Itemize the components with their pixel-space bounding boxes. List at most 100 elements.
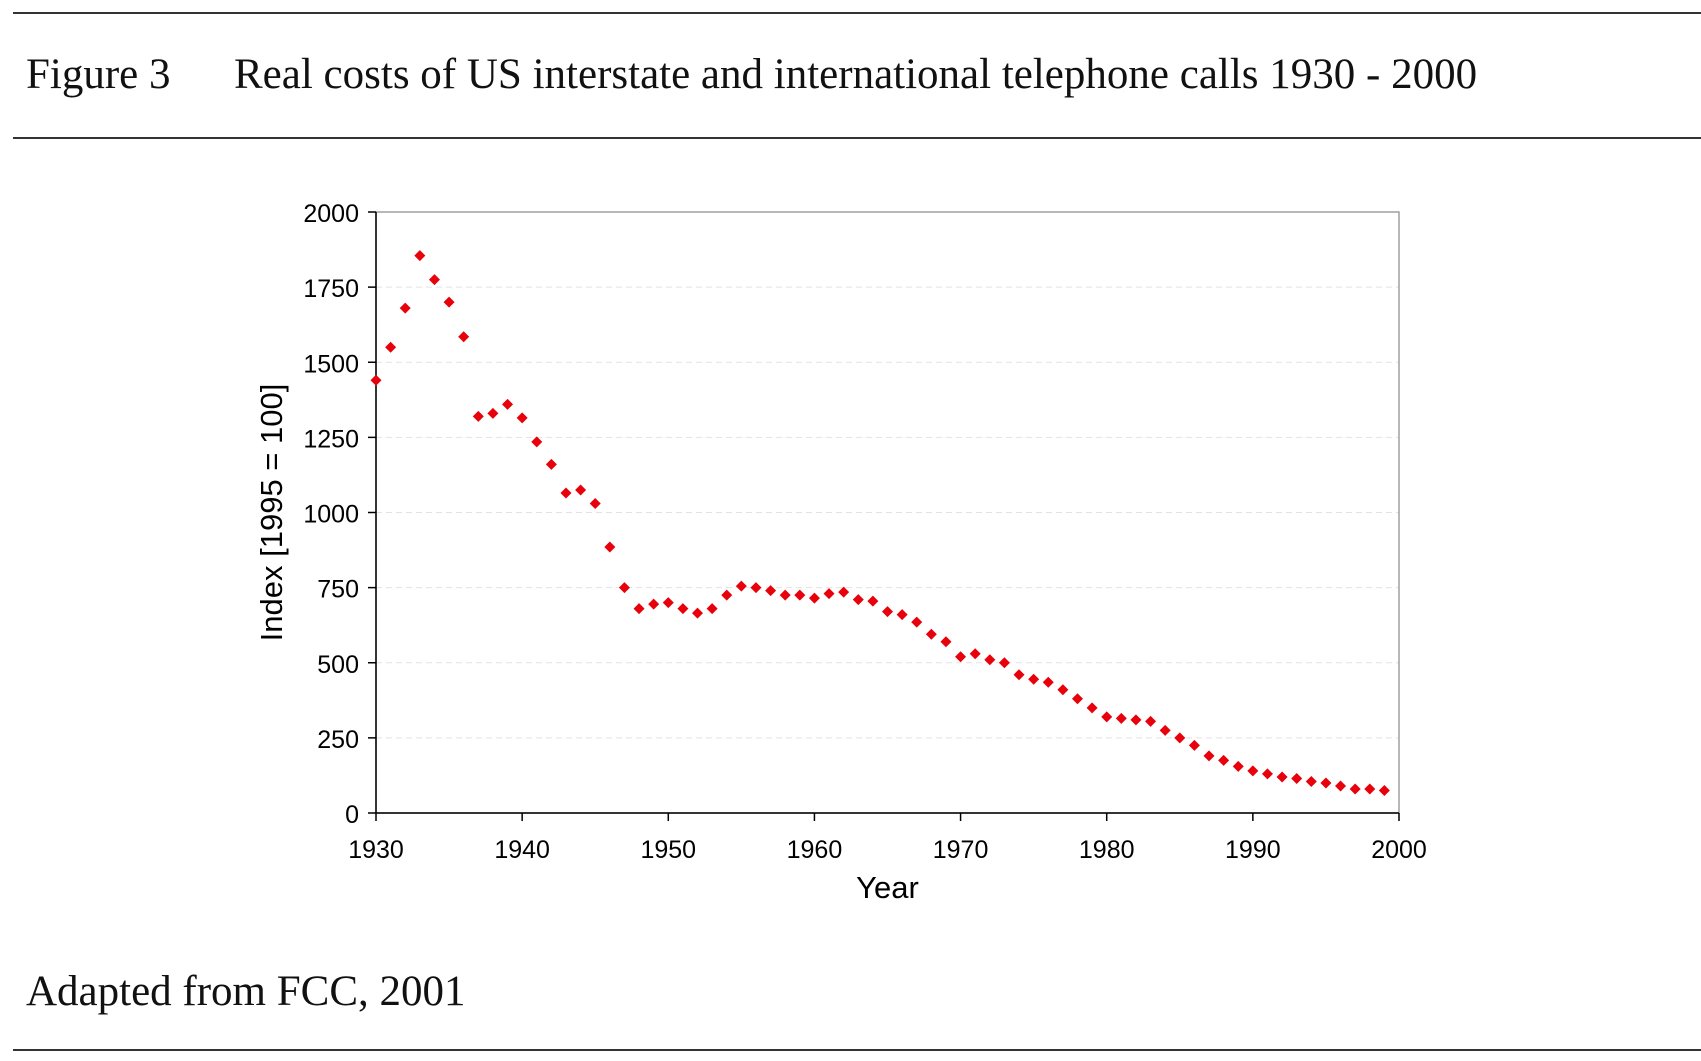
data-point <box>531 436 543 448</box>
data-point <box>399 302 411 314</box>
figure-label: Figure 3 <box>26 51 171 98</box>
data-point <box>472 410 484 422</box>
y-tick-label: 2000 <box>303 200 359 228</box>
data-point <box>1203 750 1215 762</box>
data-point <box>896 609 908 621</box>
data-point <box>1218 754 1230 766</box>
x-tick-label: 1930 <box>348 836 404 864</box>
data-point <box>575 484 587 496</box>
data-point <box>692 607 704 619</box>
data-point <box>735 580 747 592</box>
data-point <box>1174 732 1186 744</box>
data-point <box>882 606 893 618</box>
data-point <box>1115 712 1127 724</box>
y-tick-label: 750 <box>317 576 359 604</box>
data-point <box>677 603 689 615</box>
y-tick-labels: 0 250 500 750 1000 1250 1500 1750 2000 <box>303 200 359 829</box>
data-point <box>1159 724 1171 736</box>
data-point <box>662 597 674 609</box>
data-point <box>1013 669 1025 681</box>
data-point <box>370 374 382 386</box>
x-tick-label: 1970 <box>933 836 989 864</box>
data-point <box>750 582 762 594</box>
data-point <box>385 341 397 353</box>
data-point <box>721 589 733 601</box>
gridlines <box>376 286 1399 739</box>
x-tick-label: 1950 <box>640 836 696 864</box>
data-point <box>560 487 572 499</box>
data-point <box>1305 775 1317 787</box>
y-axis-label: Index [1995 = 100] <box>254 384 289 642</box>
data-point <box>998 657 1010 669</box>
data-point <box>911 616 923 628</box>
x-tick-label: 1980 <box>1079 836 1135 864</box>
data-point <box>1071 693 1083 705</box>
x-tick-label: 1940 <box>494 836 550 864</box>
data-point <box>969 648 981 660</box>
y-tick-label: 1750 <box>303 275 359 303</box>
data-point <box>1276 771 1288 783</box>
data-point <box>1042 676 1054 688</box>
data-point <box>984 654 996 666</box>
data-point <box>1247 765 1259 777</box>
source-note: Adapted from FCC, 2001 <box>26 968 466 1015</box>
data-point <box>940 636 952 648</box>
y-tick-label: 500 <box>317 651 359 679</box>
data-point <box>1086 702 1098 714</box>
y-tick-label: 250 <box>317 726 359 754</box>
data-point <box>1349 783 1361 795</box>
x-tick-labels: 1930 1940 1950 1960 1970 1980 1990 2000 <box>348 836 1427 864</box>
data-point <box>589 497 601 509</box>
data-point <box>925 628 937 640</box>
data-point <box>808 592 820 604</box>
data-point <box>1188 739 1200 751</box>
data-point <box>1291 772 1303 784</box>
data-point <box>1130 714 1142 726</box>
data-point <box>838 586 850 598</box>
x-tick-label: 1990 <box>1225 836 1281 864</box>
header-rule <box>13 137 1701 139</box>
figure-header: Figure 3 Real costs of US interstate and … <box>26 50 1477 99</box>
data-point <box>1335 780 1347 792</box>
data-point <box>1232 760 1244 772</box>
data-point <box>1364 783 1376 795</box>
data-point <box>1101 711 1113 723</box>
bottom-rule <box>13 1049 1701 1051</box>
data-point <box>867 595 879 607</box>
data-point <box>458 331 470 343</box>
data-point <box>1378 784 1390 796</box>
y-tick-label: 0 <box>345 801 359 829</box>
data-point <box>502 398 514 410</box>
data-point <box>955 651 967 663</box>
data-point <box>618 582 630 594</box>
top-rule <box>13 12 1701 14</box>
data-point <box>1028 673 1040 685</box>
data-point <box>516 412 528 424</box>
figure-title: Real costs of US interstate and internat… <box>234 51 1478 98</box>
data-point <box>779 589 791 601</box>
data-point <box>852 594 864 606</box>
data-point <box>428 274 440 286</box>
data-point <box>414 250 426 262</box>
data-point <box>545 458 557 470</box>
y-tick-label: 1500 <box>303 350 359 378</box>
data-point <box>1320 777 1332 789</box>
data-point <box>1261 768 1273 780</box>
data-point <box>443 296 455 308</box>
x-tick-label: 1960 <box>787 836 843 864</box>
data-point <box>706 603 718 615</box>
data-point <box>1145 715 1157 727</box>
data-point <box>633 603 645 615</box>
y-tick-label: 1250 <box>303 425 359 453</box>
data-point <box>794 589 806 601</box>
data-point <box>487 407 499 419</box>
x-tick-label: 2000 <box>1371 836 1427 864</box>
y-tick-label: 1000 <box>303 501 359 529</box>
data-point <box>1057 684 1069 696</box>
axis-ticks <box>368 211 1400 821</box>
data-points <box>370 250 1390 796</box>
data-point <box>765 585 777 597</box>
data-point <box>604 541 616 553</box>
data-point <box>823 588 835 600</box>
